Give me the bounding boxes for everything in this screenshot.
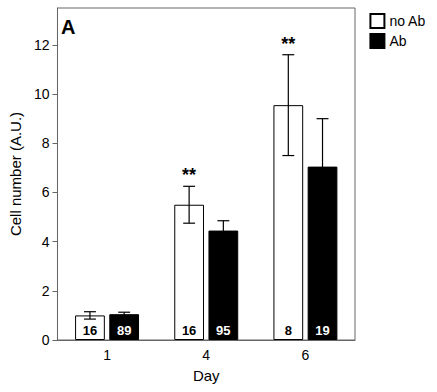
svg-text:4: 4 bbox=[42, 234, 50, 250]
svg-text:19: 19 bbox=[315, 323, 329, 338]
svg-text:16: 16 bbox=[182, 323, 196, 338]
svg-text:8: 8 bbox=[42, 135, 50, 151]
svg-text:89: 89 bbox=[117, 323, 131, 338]
svg-text:2: 2 bbox=[42, 283, 50, 299]
svg-text:Day: Day bbox=[193, 367, 220, 384]
svg-text:6: 6 bbox=[302, 347, 310, 363]
svg-text:0: 0 bbox=[42, 332, 50, 348]
svg-text:10: 10 bbox=[34, 86, 50, 102]
svg-text:8: 8 bbox=[285, 323, 292, 338]
svg-text:1: 1 bbox=[103, 347, 111, 363]
svg-text:**: ** bbox=[281, 34, 295, 54]
svg-text:Cell number (A.U.): Cell number (A.U.) bbox=[7, 112, 24, 236]
svg-text:6: 6 bbox=[42, 184, 50, 200]
svg-text:95: 95 bbox=[216, 323, 230, 338]
svg-text:no Ab: no Ab bbox=[389, 13, 425, 29]
svg-text:A: A bbox=[61, 16, 75, 38]
svg-text:**: ** bbox=[182, 165, 196, 185]
svg-text:4: 4 bbox=[202, 347, 210, 363]
svg-text:12: 12 bbox=[34, 37, 50, 53]
svg-text:16: 16 bbox=[83, 323, 97, 338]
svg-text:Ab: Ab bbox=[389, 33, 406, 49]
